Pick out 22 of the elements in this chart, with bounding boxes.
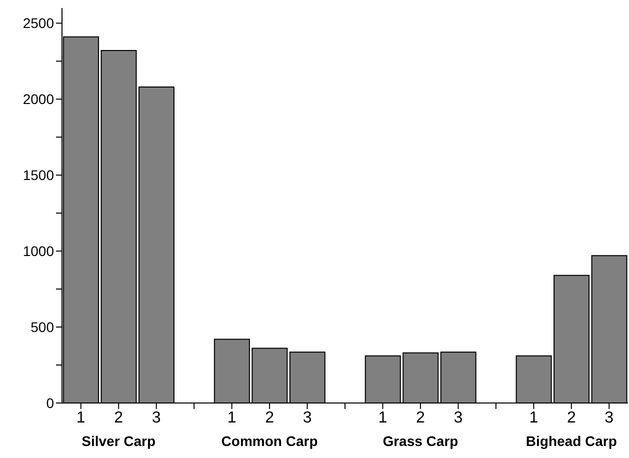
x-tick-label: 2 <box>114 409 124 426</box>
x-tick-label: 3 <box>454 409 463 426</box>
x-tick-label: 1 <box>227 409 236 426</box>
text: Grass Carp <box>382 432 458 449</box>
y-tick-label: 500 <box>30 319 54 336</box>
x-tick-label: 3 <box>604 409 614 426</box>
x-tick-label: 3 <box>152 409 161 426</box>
x-tick-label: 2 <box>566 409 576 426</box>
x-tick-label: 1 <box>529 409 538 426</box>
x-tick-label: 2 <box>265 409 274 426</box>
y-tick-label: 2500 <box>22 15 54 32</box>
y-tick-label: 0 <box>46 394 54 411</box>
text: Common Carp <box>221 432 318 449</box>
x-tick-label: 1 <box>76 409 86 426</box>
y-tick-label: 2000 <box>22 91 54 108</box>
y-tick-label: 1000 <box>22 243 54 260</box>
y-tick-label: 1500 <box>22 167 54 184</box>
text: Bighead Carp <box>526 432 617 449</box>
text: Silver Carp <box>82 432 156 449</box>
x-tick-label: 3 <box>302 409 312 426</box>
x-tick-label: 1 <box>378 409 388 426</box>
x-tick-label: 2 <box>416 409 426 426</box>
